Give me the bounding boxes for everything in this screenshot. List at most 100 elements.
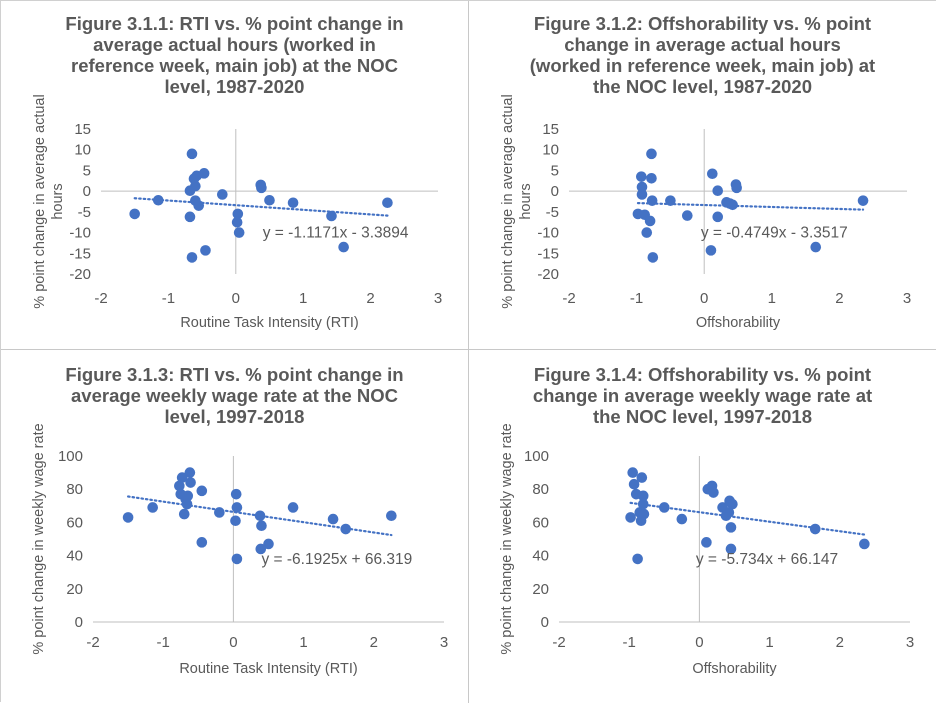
data-point: [181, 498, 193, 510]
trendline: [629, 501, 866, 536]
data-point: [129, 208, 140, 220]
data-point: [676, 513, 688, 525]
y-tick-label: 0: [551, 183, 559, 200]
data-point: [147, 502, 158, 513]
data-point: [731, 182, 742, 194]
data-point: [641, 227, 653, 238]
x-tick-label: 2: [836, 634, 844, 651]
y-axis-title: % point change in weekly wage rate: [31, 423, 47, 654]
data-point: [857, 195, 869, 206]
y-tick-label: 10: [542, 142, 559, 159]
chart-title: Figure 3.1.4: Offshorability vs. % point…: [469, 364, 936, 427]
y-tick-label: 100: [58, 448, 83, 465]
data-point: [727, 199, 738, 211]
data-point: [725, 543, 737, 555]
data-point: [338, 241, 349, 253]
data-point: [707, 168, 718, 180]
y-tick-label: 5: [551, 162, 559, 179]
data-point: [186, 252, 198, 263]
data-point: [628, 478, 640, 490]
trendline: [133, 197, 389, 217]
y-tick-label: 15: [542, 121, 559, 138]
y-tick-label: -5: [546, 204, 559, 221]
y-tick-label: -10: [537, 225, 559, 242]
data-point: [233, 227, 245, 238]
data-point: [859, 538, 870, 550]
x-tick-label: 1: [765, 634, 773, 651]
data-point: [231, 216, 243, 228]
data-point: [625, 512, 636, 523]
y-tick-label: 80: [532, 481, 549, 498]
x-tick-label: 1: [299, 634, 307, 651]
x-tick-label: 3: [434, 290, 442, 307]
chart-title-line: Figure 3.1.3: RTI vs. % point change in: [65, 364, 404, 385]
x-tick-label: -2: [552, 634, 565, 651]
y-tick-label: 15: [74, 121, 91, 138]
panel-divider-vertical: [468, 1, 469, 703]
data-point: [190, 195, 201, 206]
data-point: [184, 211, 196, 223]
y-tick-label: -5: [78, 204, 91, 221]
data-point: [708, 487, 719, 498]
data-point: [256, 520, 267, 532]
data-point: [637, 498, 649, 510]
data-point: [646, 195, 658, 206]
y-tick-label: 40: [66, 548, 83, 565]
data-point: [176, 472, 188, 483]
data-point: [152, 194, 164, 206]
chart-title: Figure 3.1.3: RTI vs. % point change in a…: [1, 364, 468, 427]
y-tick-label: 20: [66, 581, 83, 598]
chart-panel-2: Figure 3.1.2: Offshorability vs. % point…: [469, 1, 936, 349]
x-axis-title: Offshorability: [696, 315, 781, 331]
data-point: [636, 181, 648, 193]
chart-panel-1: Figure 3.1.1: RTI vs. % point change in a…: [1, 1, 468, 349]
x-tick-label: -1: [162, 290, 175, 307]
x-tick-label: 0: [229, 634, 237, 651]
chart-title-line: the NOC level, 1997-2018: [592, 406, 813, 427]
trendline-equation: y = -5.734x + 66.147: [696, 551, 838, 568]
y-axis-title: hours: [518, 183, 534, 219]
data-point: [705, 245, 717, 256]
data-point: [326, 210, 337, 222]
chart-title-line: (worked in reference week, main job) at: [529, 55, 876, 76]
chart-panel-4: Figure 3.1.4: Offshorability vs. % point…: [469, 350, 936, 702]
data-point: [809, 523, 821, 535]
data-point: [231, 553, 243, 565]
chart-title-line: average weekly wage rate at the NOC: [71, 385, 398, 406]
data-point: [200, 245, 211, 256]
x-tick-label: 3: [903, 290, 911, 307]
data-point: [263, 538, 274, 550]
data-point: [254, 510, 266, 522]
chart-title-line: the NOC level, 1987-2020: [592, 76, 813, 97]
data-point: [636, 472, 648, 483]
data-point: [182, 490, 194, 502]
y-tick-label: -20: [69, 266, 91, 283]
chart-title: Figure 3.1.2: Offshorability vs. % point…: [469, 13, 936, 97]
y-axis-title: % point change in weekly wage rate: [499, 423, 515, 654]
x-tick-label: -1: [630, 290, 643, 307]
x-tick-label: -1: [623, 634, 636, 651]
x-tick-label: -2: [86, 634, 99, 651]
x-tick-label: 3: [440, 634, 448, 651]
chart-title: Figure 3.1.1: RTI vs. % point change in a…: [1, 13, 468, 97]
y-tick-label: 20: [532, 581, 549, 598]
data-point: [646, 148, 657, 160]
data-point: [682, 210, 693, 221]
data-point: [725, 522, 737, 533]
x-tick-label: 0: [700, 290, 708, 307]
data-point: [665, 195, 676, 206]
chart-title-line: average actual hours (worked in: [93, 34, 376, 55]
data-point: [184, 185, 196, 197]
x-tick-label: 0: [232, 290, 240, 307]
data-point: [727, 498, 738, 510]
x-tick-label: 2: [366, 290, 374, 307]
data-point: [627, 467, 639, 478]
data-point: [122, 512, 134, 523]
y-tick-label: 100: [524, 448, 549, 465]
data-point: [712, 211, 724, 223]
data-point: [178, 508, 190, 520]
data-point: [712, 185, 724, 197]
